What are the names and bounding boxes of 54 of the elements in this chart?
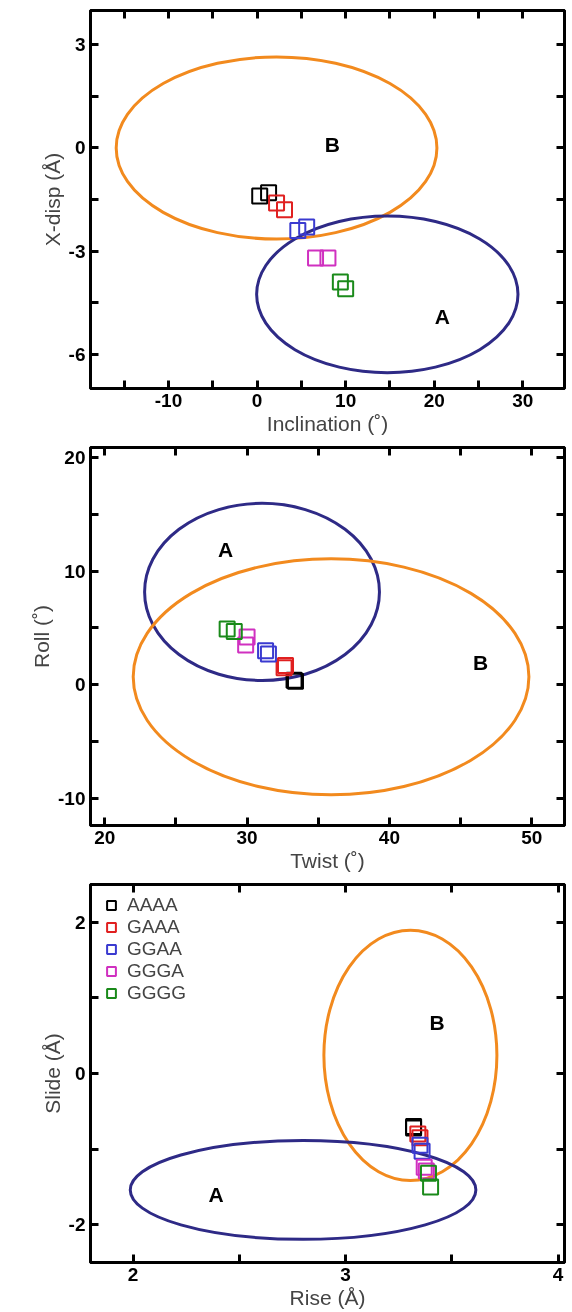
legend-label: GGGA [127,960,185,982]
x-tick-label: 2 [127,1263,139,1285]
x-tick-label: 20 [94,826,116,848]
legend-label: GGAA [127,938,182,960]
x-axis-title: Twist (˚) [290,848,365,872]
x-tick-label: -10 [154,389,183,411]
point [225,622,243,640]
y-axis-title: Slide (Å) [40,1033,64,1114]
annotation: A [434,305,450,329]
y-tick-label: -2 [68,1214,86,1236]
y-tick-label: 0 [74,674,86,696]
y-tick-label: 3 [74,34,86,56]
x-axis-title: Rise (Å) [289,1285,366,1309]
point [331,273,349,291]
x-tick-label: 50 [521,826,543,848]
point [260,184,278,202]
point [298,218,316,236]
x-tick-label: 0 [251,389,263,411]
x-tick-label: 30 [236,826,258,848]
x-tick-label: 4 [552,1263,564,1285]
point [289,221,307,239]
y-tick-label: 0 [74,137,86,159]
point [319,249,337,267]
y-tick-label: 0 [74,1063,86,1084]
point [337,280,355,298]
y-tick-label: 2 [74,911,86,933]
annotation: A [218,538,234,562]
y-tick-label: 10 [64,560,86,582]
annotation: B [324,133,340,157]
point [307,249,325,267]
x-tick-label: 20 [423,389,445,411]
x-tick-label: 30 [512,389,534,411]
x-tick-label: 40 [378,826,400,848]
point [276,201,294,219]
point [268,194,286,212]
y-tick-label: -3 [68,240,86,262]
y-tick-label: -6 [68,343,86,365]
legend-label: GGGG [127,982,187,1004]
x-axis-title: Inclination (˚) [266,411,389,435]
annotation: B [473,651,489,675]
annotation: A [208,1182,224,1206]
x-tick-label: 3 [340,1263,351,1285]
point [237,636,255,654]
point [238,628,256,646]
y-tick-label: 20 [64,447,86,469]
y-tick-label: -10 [58,787,86,809]
x-tick-label: 10 [335,389,357,411]
legend-label: AAAA [127,894,178,916]
y-axis-title: X-disp (Å) [40,152,64,247]
annotation: B [429,1010,445,1034]
point [218,620,236,638]
point [251,187,269,205]
y-axis-title: Roll (˚) [30,604,54,668]
legend-label: GAAA [127,916,180,938]
